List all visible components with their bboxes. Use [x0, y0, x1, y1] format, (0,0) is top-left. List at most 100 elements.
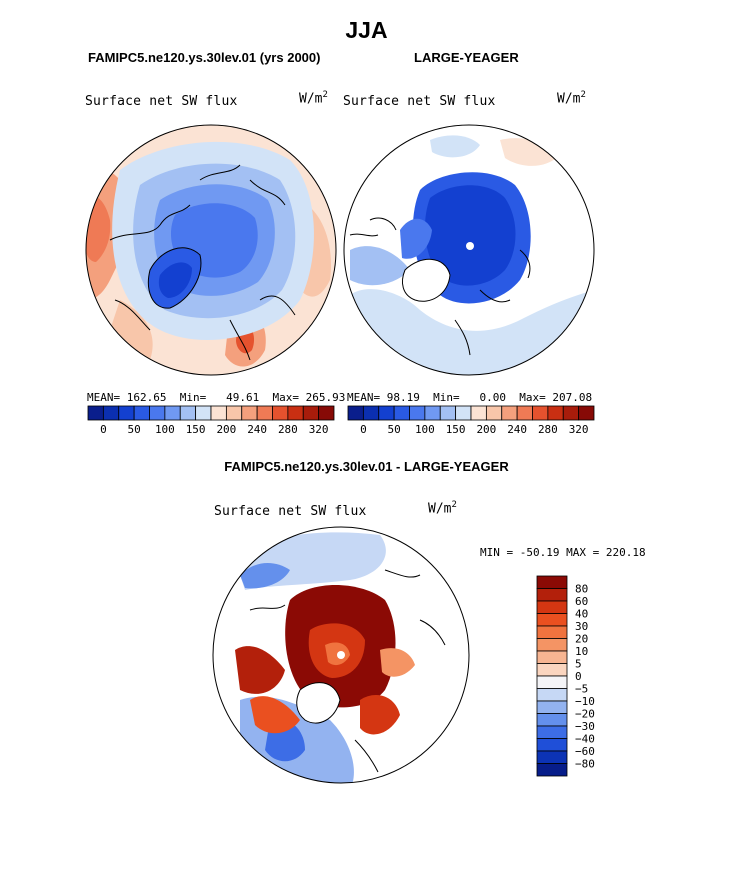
- panel2-colorbar-swatch: [547, 405, 564, 421]
- panel1-colorbar-swatch: [256, 405, 273, 421]
- difference-colorbar-swatch: [536, 588, 568, 602]
- difference-colorbar-swatch: [536, 738, 568, 752]
- panel2-mean: 98.19: [386, 391, 420, 404]
- difference-colorbar-swatch: [536, 713, 568, 727]
- difference-colorbar-swatch: [536, 650, 568, 664]
- difference-minmax: MIN = -50.19 MAX = 220.18: [480, 546, 646, 559]
- difference-colorbar-tick-label: −10: [575, 695, 595, 708]
- panel2-colorbar: 0 50 100 150 200 240 280 320: [347, 405, 595, 436]
- difference-colorbar-swatch: [536, 675, 568, 689]
- panel1-colorbar-tick-label: 150: [186, 423, 206, 436]
- difference-colorbar-tick-label: −80: [575, 758, 595, 771]
- difference-colorbar-swatch: [536, 750, 568, 764]
- difference-colorbar-swatch: [536, 625, 568, 639]
- panel2-colorbar-swatch: [532, 405, 549, 421]
- panel1-colorbar-swatch: [272, 405, 289, 421]
- difference-colorbar-swatch: [536, 688, 568, 702]
- panel2-colorbar-swatch: [424, 405, 441, 421]
- difference-colorbar-tick-label: 0: [575, 670, 582, 683]
- panel2-min: 0.00: [479, 391, 507, 404]
- panel2-colorbar-tick-label: 50: [388, 423, 401, 436]
- panel2-colorbar-swatch: [562, 405, 580, 421]
- difference-colorbar-tick-label: 40: [575, 608, 588, 621]
- difference-colorbar-tick-label: −30: [575, 720, 595, 733]
- panel1-colorbar-swatch: [241, 405, 258, 421]
- panel2-colorbar-tick-label: 200: [476, 423, 496, 436]
- difference-colorbar-swatch: [536, 613, 568, 627]
- panel1-colorbar-swatch: [179, 405, 197, 421]
- difference-colorbar-tick-label: −20: [575, 708, 595, 721]
- difference-colorbar-tick-label: 30: [575, 620, 588, 633]
- panel1-colorbar-tick-label: 200: [216, 423, 236, 436]
- difference-colorbar-swatch: [536, 575, 568, 589]
- difference-colorbar-tick-label: 80: [575, 583, 588, 596]
- panel2-colorbar-swatch: [516, 405, 533, 421]
- difference-colorbar-swatch: [536, 638, 568, 652]
- panel2-variable-label: Surface net SW flux: [343, 94, 496, 109]
- difference-title: FAMIPC5.ne120.ys.30lev.01 - LARGE-YEAGER: [224, 459, 509, 474]
- panel1-colorbar-swatch: [133, 405, 150, 421]
- panel1-colorbar-swatch: [102, 405, 120, 421]
- panel1-colorbar-tick-label: 50: [128, 423, 141, 436]
- panel1-map: [85, 124, 337, 376]
- panel2-colorbar-tick-label: 150: [446, 423, 466, 436]
- panel2-colorbar-tick-label: 320: [569, 423, 589, 436]
- figure-title: JJA: [345, 17, 388, 43]
- panel1-colorbar-swatch: [149, 405, 166, 421]
- panel1-title: FAMIPC5.ne120.ys.30lev.01 (yrs 2000): [88, 50, 321, 65]
- panel1-colorbar-swatch: [87, 405, 104, 421]
- difference-colorbar-swatch: [536, 700, 568, 714]
- panel2-colorbar-swatch: [470, 405, 487, 421]
- panel1-colorbar-swatch: [195, 405, 212, 421]
- panel1-mean: 162.65: [126, 391, 167, 404]
- difference-colorbar-swatch: [536, 763, 568, 777]
- difference-colorbar-swatch: [536, 600, 568, 614]
- panel2-colorbar-tick-label: 100: [415, 423, 435, 436]
- panel2-colorbar-swatch: [393, 405, 410, 421]
- panel1-colorbar-swatch: [118, 405, 135, 421]
- panel1-units: W/m2: [299, 90, 328, 107]
- panel1-colorbar-tick-label: 0: [100, 423, 107, 436]
- difference-colorbar-tick-label: 60: [575, 595, 588, 608]
- panel2-colorbar-swatch: [578, 405, 595, 421]
- difference-colorbar-tick-label: −5: [575, 683, 588, 696]
- difference-colorbar-swatch: [536, 663, 568, 677]
- panel2-colorbar-swatch: [347, 405, 364, 421]
- panel2-colorbar-tick-label: 280: [538, 423, 558, 436]
- panel1-colorbar-tick-label: 100: [155, 423, 175, 436]
- panel1-colorbar-swatch: [210, 405, 227, 421]
- panel2-colorbar-swatch: [439, 405, 457, 421]
- panel1-max: 265.93: [305, 391, 346, 404]
- difference-colorbar-tick-label: 5: [575, 658, 582, 671]
- panel2-colorbar-swatch: [362, 405, 380, 421]
- panel2-colorbar-swatch: [485, 405, 503, 421]
- difference-map: [212, 526, 470, 784]
- difference-colorbar-tick-label: 10: [575, 645, 588, 658]
- panel1-min: 49.61: [226, 391, 260, 404]
- difference-colorbar-swatch: [536, 725, 568, 739]
- panel2-colorbar-swatch: [501, 405, 518, 421]
- panel1-colorbar-swatch: [164, 405, 181, 421]
- panel1-colorbar-tick-label: 280: [278, 423, 298, 436]
- difference-colorbar-tick-label: 20: [575, 633, 588, 646]
- panel2-colorbar-swatch: [409, 405, 426, 421]
- panel2-colorbar-swatch: [455, 405, 472, 421]
- panel2-map: [343, 124, 595, 376]
- panel2-colorbar-tick-label: 240: [507, 423, 527, 436]
- difference-colorbar-tick-label: −60: [575, 745, 595, 758]
- panel1-colorbar-swatch: [318, 405, 335, 421]
- panel1-colorbar-swatch: [287, 405, 304, 421]
- panel1-colorbar-tick-label: 240: [247, 423, 267, 436]
- panel1-colorbar-tick-label: 320: [309, 423, 329, 436]
- difference-units: W/m2: [428, 500, 457, 517]
- panel2-units: W/m2: [557, 90, 586, 107]
- panel1-colorbar-swatch: [302, 405, 320, 421]
- panel2-max: 207.08: [552, 391, 593, 404]
- panel1-colorbar: 0 50 100 150 200 240 280 320: [87, 405, 335, 436]
- panel1-colorbar-swatch: [225, 405, 243, 421]
- difference-colorbar-tick-label: −40: [575, 733, 595, 746]
- panel2-colorbar-swatch: [378, 405, 395, 421]
